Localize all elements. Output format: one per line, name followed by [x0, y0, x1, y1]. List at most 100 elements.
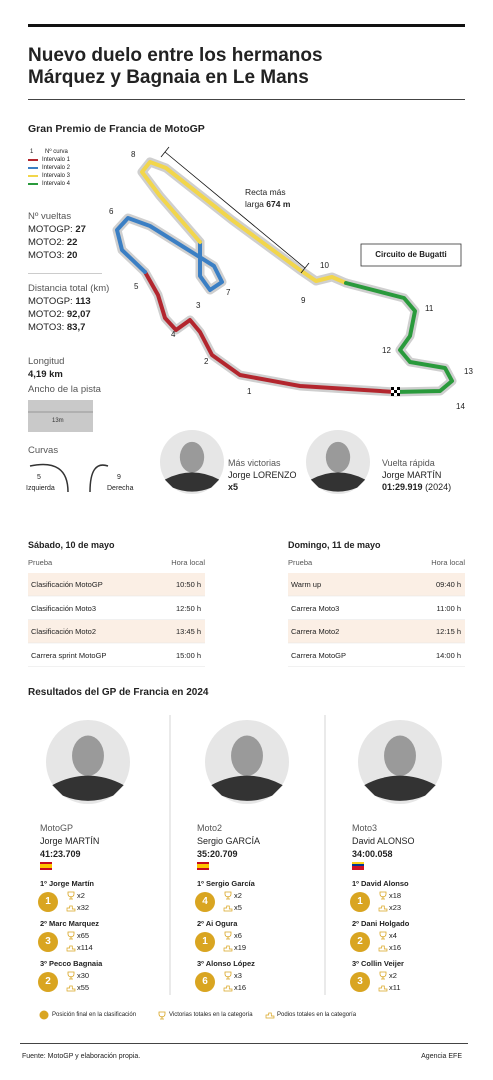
track-outline: [112, 213, 227, 295]
header-rule: [28, 99, 465, 100]
wins-icon: [67, 971, 75, 980]
track-interval: [115, 216, 224, 292]
event-time: 11:00 h: [436, 603, 461, 613]
wins-icon: [158, 1011, 166, 1020]
finish-flag: [394, 390, 397, 393]
position: 4: [202, 896, 208, 907]
wins-icon: [224, 931, 232, 940]
stat-row: MOTO2: 22: [28, 238, 77, 248]
section-title: Gran Premio de Francia de MotoGP: [28, 123, 205, 135]
category: Moto2: [197, 823, 223, 833]
finish-flag: [397, 387, 400, 390]
event-name: Clasificación MotoGP: [31, 580, 103, 589]
podiums: x32: [77, 903, 90, 912]
flag: [197, 868, 209, 870]
podium-rider: 2º Ai Ogura: [197, 919, 238, 928]
turn-number: 14: [456, 402, 465, 411]
curve-count: 9: [117, 474, 121, 481]
turn-number: 3: [196, 301, 201, 310]
divider: [28, 273, 102, 274]
top-rule: [28, 24, 465, 27]
wins-icon: [379, 971, 387, 980]
straight-label: larga: [245, 199, 264, 209]
podium-rider: 2º Dani Holgado: [352, 919, 410, 928]
position-badge: [350, 892, 370, 912]
position: 3: [45, 936, 51, 947]
podiums-icon: [265, 1012, 275, 1019]
flag: [197, 862, 209, 864]
table-row: [28, 573, 205, 596]
table-row: [288, 596, 465, 620]
podiums-icon: [378, 945, 388, 952]
position: 1: [45, 896, 51, 907]
straight-tick: [160, 146, 170, 158]
position: 1: [202, 936, 208, 947]
straight-label: Recta más: [245, 187, 286, 197]
straight-label: larga 674 m: [245, 200, 290, 209]
podiums: x23: [389, 903, 402, 912]
podiums-icon: [66, 905, 76, 912]
table-row: [28, 643, 205, 667]
turn-number: 1: [247, 387, 252, 396]
right-curve-icon: [89, 464, 109, 493]
podiums-icon: [378, 905, 388, 912]
turn-number: 2: [204, 357, 209, 366]
flag: [40, 864, 52, 868]
track-outline: [341, 278, 457, 397]
rider-photo-head: [231, 735, 263, 776]
position: 2: [45, 976, 51, 987]
rider-photo-body: [310, 472, 366, 492]
position-badge: [38, 932, 58, 952]
legend-swatch: [28, 183, 38, 185]
turn-number: 6: [109, 207, 114, 216]
flag: [352, 862, 364, 864]
rider-photo-head: [72, 735, 104, 776]
wins-icon: [67, 891, 75, 900]
track-interval: [143, 270, 397, 394]
podiums: x55: [77, 983, 90, 992]
stat-row: MOTO3: 83,7: [28, 323, 85, 333]
position: 3: [357, 976, 363, 987]
finish-flag: [391, 387, 394, 390]
wins-icon: [224, 891, 232, 900]
legend-label: Podios totales en la categoría: [277, 1012, 357, 1018]
legend-label: Intervalo 4: [42, 181, 71, 187]
rider-photo-body: [364, 775, 436, 801]
circuit-name: Circuito de Bugatti: [375, 250, 447, 259]
podium-rider: 1º Sergio García: [197, 879, 255, 888]
stat-label: Distancia total (km): [28, 283, 110, 294]
stat-value: 20: [66, 250, 78, 261]
day-title: Sábado, 10 de mayo: [28, 540, 115, 550]
podium-rider: 3º Pecco Bagnaia: [40, 959, 103, 968]
stat-name: MOTO3:: [28, 250, 65, 261]
rider-photo-head: [325, 441, 351, 473]
podium-rider: 1º Jorge Martín: [40, 879, 95, 888]
finish-flag: [397, 393, 400, 396]
flag: [40, 862, 52, 864]
stat-value: 113: [75, 296, 91, 307]
straight-value: 674 m: [266, 199, 291, 209]
curve-label: Derecha: [107, 485, 134, 492]
event-time: 14:00 h: [435, 650, 461, 660]
wins-icon: [379, 931, 387, 940]
wins-icon: [224, 971, 232, 980]
event-time: 13:45 h: [175, 627, 201, 636]
event-name: Clasificación Moto3: [31, 603, 97, 613]
winner-name: Jorge MARTÍN: [40, 836, 100, 846]
flag: [40, 868, 52, 870]
legend-label: Intervalo 3: [42, 173, 71, 179]
title-line: Márquez y Bagnaia en Le Mans: [28, 67, 309, 88]
lap-year: (2024): [425, 482, 452, 492]
turn-number: 4: [171, 330, 176, 339]
position-badge: [350, 932, 370, 952]
rider-photo-body: [52, 775, 124, 801]
rider-photo-body: [164, 472, 220, 492]
finish-flag: [391, 390, 394, 393]
finish-flag: [391, 393, 394, 396]
stat-row: MOTO2: 92,07: [28, 310, 91, 320]
stat-value: x5: [228, 482, 239, 492]
straight-tick: [300, 262, 310, 274]
